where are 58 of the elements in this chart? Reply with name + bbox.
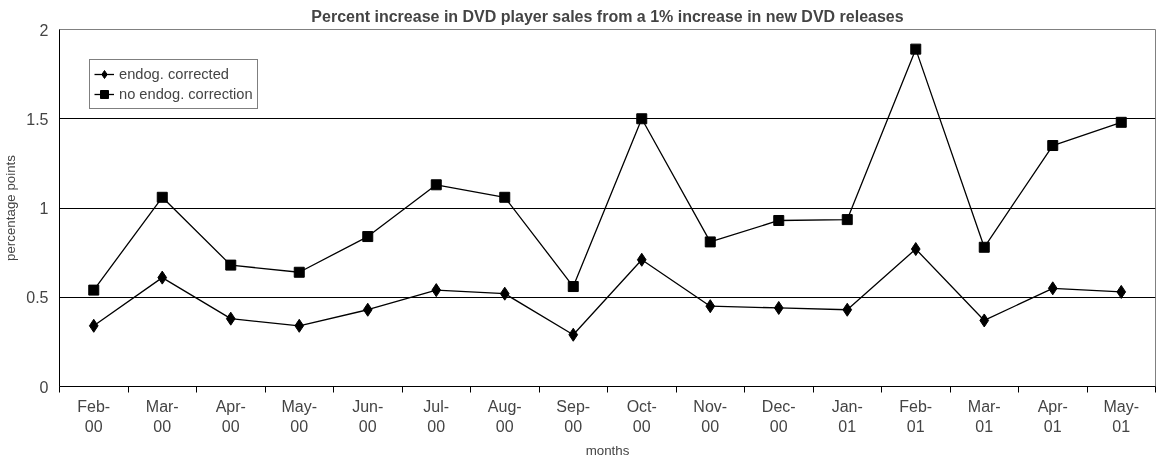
legend-label: endog. corrected — [119, 66, 229, 82]
x-tick-label: Feb-01 — [899, 397, 933, 435]
point — [88, 318, 99, 333]
point — [567, 281, 579, 293]
point — [225, 259, 237, 271]
point — [568, 327, 579, 342]
point — [1047, 281, 1058, 296]
point — [499, 286, 510, 301]
x-tick-label: Aug-00 — [487, 397, 522, 435]
x-axis-title: months — [585, 442, 630, 458]
x-tick-label: Apr-01 — [1037, 397, 1068, 435]
y-tick-label: 2 — [39, 21, 49, 39]
legend-label: no endog. correction — [119, 86, 253, 102]
x-tick-label: Feb-00 — [77, 397, 111, 435]
chart-title: Percent increase in DVD player sales from a 1% increase in new DVD releases — [311, 7, 904, 25]
y-tick-label: 1 — [39, 200, 49, 217]
point — [1047, 140, 1059, 152]
x-tick-label: Oct-00 — [626, 397, 657, 435]
y-axis-title: percentage points — [3, 154, 19, 261]
x-tick-label: Jun-00 — [352, 397, 384, 435]
x-tick-label: Jul-00 — [423, 397, 450, 435]
point — [705, 299, 716, 314]
x-tick-label: Mar-00 — [145, 397, 179, 435]
point — [499, 191, 511, 203]
x-tick-label: May-01 — [1103, 397, 1140, 435]
point — [88, 284, 100, 296]
point — [636, 252, 647, 267]
y-tick-label: 0.5 — [26, 289, 49, 307]
point — [430, 179, 442, 191]
point — [979, 313, 990, 328]
x-tick-label: Mar-01 — [967, 397, 1001, 435]
point — [225, 311, 236, 326]
point — [157, 270, 168, 285]
y-tick-label: 0 — [39, 378, 49, 396]
point — [293, 266, 305, 278]
point — [362, 231, 374, 243]
point — [910, 43, 922, 55]
point — [910, 242, 921, 257]
point — [841, 214, 853, 226]
point — [362, 302, 373, 317]
point — [773, 214, 785, 226]
point — [431, 283, 442, 298]
point — [978, 241, 990, 253]
x-tick-label: Dec-00 — [761, 397, 796, 435]
x-tick-label: Jan-01 — [831, 397, 863, 435]
x-tick-label: May-00 — [281, 397, 318, 435]
point — [704, 236, 716, 248]
point — [156, 191, 168, 203]
x-tick-label: Sep-00 — [556, 397, 591, 435]
point — [294, 318, 305, 333]
point — [773, 300, 784, 315]
x-tick-label: Nov-00 — [693, 397, 728, 435]
x-tick-label: Apr-00 — [215, 397, 246, 435]
y-tick-label: 1.5 — [26, 110, 49, 128]
point — [1116, 284, 1127, 299]
point — [842, 302, 853, 317]
point — [636, 113, 648, 125]
point — [1115, 116, 1127, 128]
